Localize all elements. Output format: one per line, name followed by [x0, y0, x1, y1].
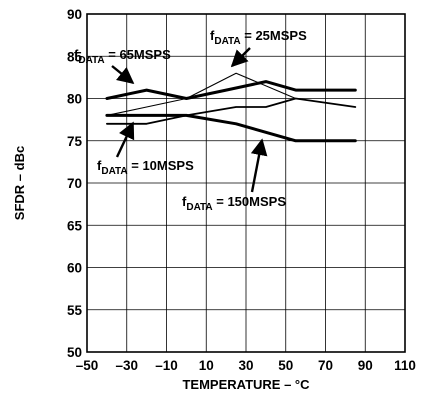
series-leader-arrow-1 [111, 65, 135, 85]
y-tick-label: 55 [67, 303, 83, 318]
series-label-2: fDATA = 25MSPS [210, 28, 307, 47]
x-tick-label: –10 [155, 358, 178, 373]
x-tick-label: –50 [76, 358, 99, 373]
series-label-3: fDATA = 10MSPS [97, 158, 194, 177]
x-tick-label: 90 [358, 358, 373, 373]
x-tick-label: 30 [238, 358, 253, 373]
grid-lines [87, 14, 405, 352]
series-line-2 [106, 72, 356, 116]
series-leader-arrow-4 [250, 138, 268, 193]
y-axis-label: SFDR – dBc [12, 146, 27, 220]
x-tick-label: –30 [115, 358, 138, 373]
x-tick-label: 10 [199, 358, 214, 373]
series-line-1 [105, 80, 357, 100]
series-leader-arrow-3 [115, 121, 135, 158]
y-tick-label: 85 [67, 49, 83, 64]
y-tick-label: 60 [67, 261, 82, 276]
series-lines [105, 72, 357, 143]
y-tick-label: 70 [67, 176, 82, 191]
series-leader-arrow-2 [230, 47, 251, 68]
x-tick-label: 50 [278, 358, 293, 373]
y-tick-label: 90 [67, 7, 82, 22]
y-tick-label: 65 [67, 218, 83, 233]
y-tick-label: 80 [67, 92, 82, 107]
x-axis-label: TEMPERATURE – °C [182, 377, 310, 392]
tick-labels: –50 –30 –10 10 30 50 70 90 110 50 55 60 65 70 75 80 85 90 [67, 7, 416, 373]
x-tick-label: 110 [394, 358, 416, 373]
series-label-4: fDATA = 150MSPS [182, 194, 286, 213]
series-line-3 [106, 97, 357, 125]
series-label-1: fDATA = 65MSPS [74, 47, 171, 66]
plot-frame [86, 13, 406, 353]
x-tick-label: 70 [318, 358, 333, 373]
y-tick-label: 50 [67, 345, 82, 360]
series-annotations: fDATA = 65MSPS fDATA = 25MSPS fDATA = 10MS… [74, 28, 307, 213]
y-tick-label: 75 [67, 134, 83, 149]
series-line-4 [105, 113, 357, 143]
